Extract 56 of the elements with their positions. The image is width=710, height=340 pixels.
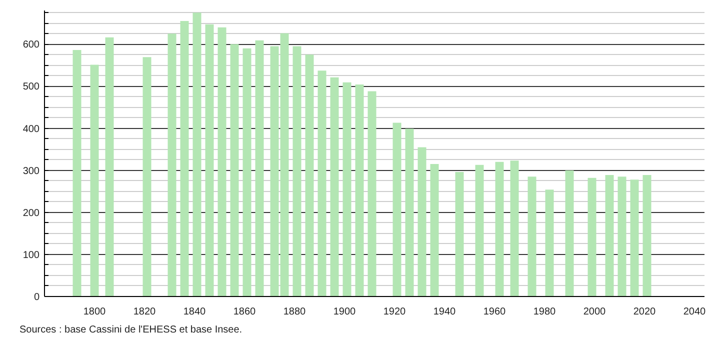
bar [475,164,484,296]
bar [305,54,314,296]
bar [605,174,614,296]
bar [510,160,519,296]
bar [142,57,152,296]
bar [72,50,82,296]
bar [218,27,226,296]
bar [528,176,536,296]
x-tick-label: 2020 [633,306,656,318]
bar [192,12,202,296]
bar [342,82,352,296]
bar [545,190,554,296]
source-note: Sources : base Cassini de l'EHESS et base Insee. [20,324,242,336]
y-tick-label: 200 [22,208,40,219]
y-tick-label: 300 [22,166,40,177]
bar [405,128,414,296]
bar [565,170,574,296]
y-tick-label: 0 [34,292,40,303]
bar [330,77,339,296]
bar [255,40,264,296]
x-tick-label: 1820 [133,306,156,318]
y-tick-label: 100 [22,250,40,261]
x-tick-label: 1800 [83,306,106,318]
bar [455,172,464,296]
x-tick-label: 1880 [283,306,306,318]
x-tick-label: 1840 [183,306,206,318]
bar [430,164,439,296]
bar [168,34,176,296]
bar [588,178,596,296]
x-tick-label: 2000 [583,306,606,318]
bar [630,180,639,296]
y-tick-label: 600 [22,40,40,51]
bar [230,44,239,296]
bar [242,48,252,296]
x-tick-label: 2040 [683,306,706,318]
bar [495,162,504,296]
bar [418,147,426,296]
y-tick-label: 500 [22,82,40,93]
x-tick-label: 1920 [383,306,406,318]
bar [355,84,364,296]
x-tick-label: 1980 [533,306,556,318]
x-tick-label: 1960 [483,306,506,318]
bar [292,46,302,296]
bar [392,122,402,296]
bar [90,64,99,296]
x-tick-label: 1900 [333,306,356,318]
bar [318,70,326,296]
bar [618,176,626,296]
x-tick-label: 1860 [233,306,256,318]
bar [205,24,214,296]
y-tick-label: 400 [22,124,40,135]
bar [642,174,652,296]
bar [180,21,189,296]
bar [368,91,376,296]
x-tick-label: 1940 [433,306,456,318]
bar [105,37,114,296]
